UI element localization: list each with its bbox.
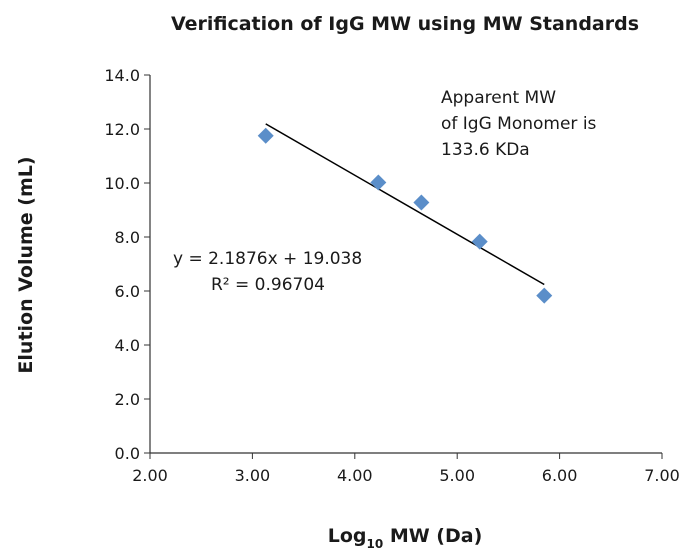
x-tick-label: 6.00 [542,466,578,485]
y-tick-label: 12.0 [104,120,140,139]
y-tick-label: 14.0 [104,66,140,85]
y-axis-label: Elution Volume (mL) [15,156,37,373]
y-tick-label: 8.0 [115,228,140,247]
y-tick-label: 6.0 [115,282,140,301]
x-axis-label: Log10 MW (Da) [328,525,483,550]
data-point [413,194,430,211]
y-tick-label: 10.0 [104,174,140,193]
x-label-part: Log [328,525,367,547]
chart-title: Verification of IgG MW using MW Standard… [171,13,639,35]
x-tick-label: 4.00 [337,466,373,485]
data-point [471,233,488,250]
y-tick-label: 2.0 [115,390,140,409]
x-tick-label: 3.00 [235,466,271,485]
x-label-part: MW (Da) [383,525,482,547]
x-tick-label: 2.00 [132,466,168,485]
note: Apparent MW [441,88,556,108]
y-tick-label: 0.0 [115,444,140,463]
data-point [257,127,274,144]
note: 133.6 KDa [441,140,530,160]
x-tick-label: 7.00 [644,466,680,485]
note: of IgG Monomer is [441,114,597,134]
r-squared: R² = 0.96704 [211,275,325,295]
trendline [265,123,545,286]
data-point [536,287,553,304]
data-point [370,174,387,191]
equation: y = 2.1876x + 19.038 [173,249,362,269]
y-tick-label: 4.0 [115,336,140,355]
x-tick-label: 5.00 [439,466,475,485]
x-label-sub: 10 [367,537,384,550]
